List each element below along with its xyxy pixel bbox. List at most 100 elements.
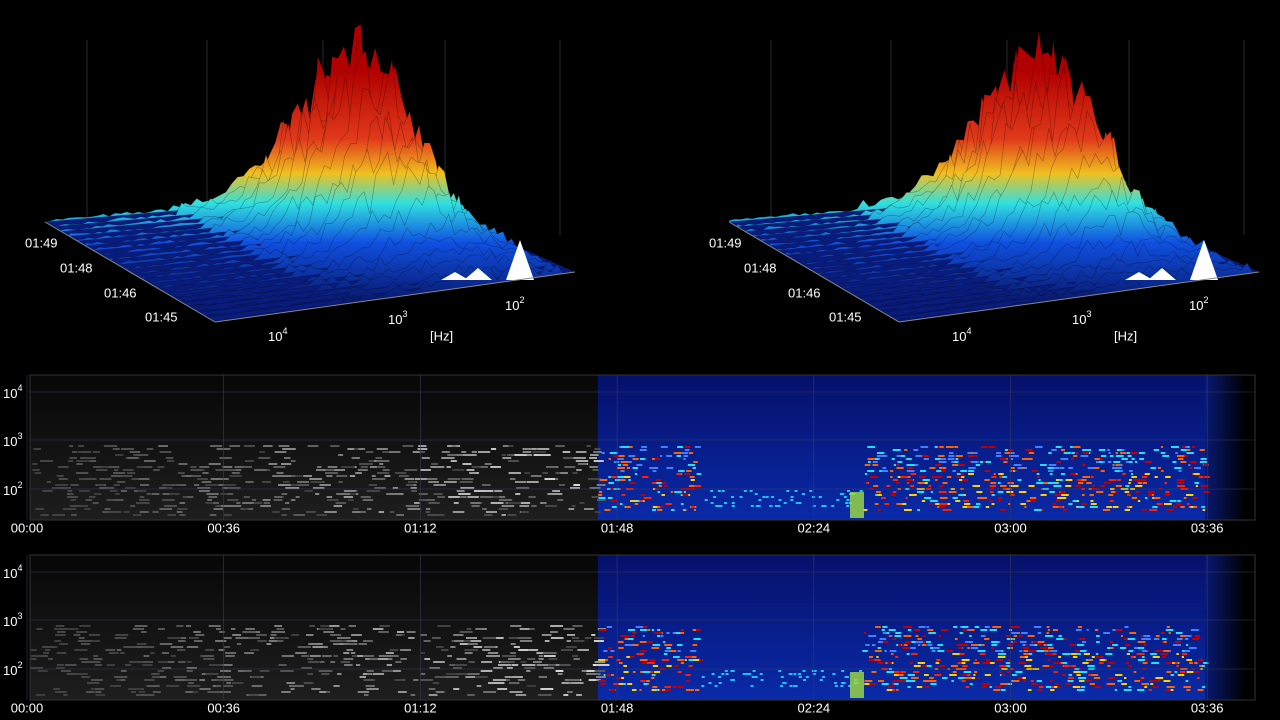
gray-bin xyxy=(123,646,137,648)
gray-bin xyxy=(76,472,89,474)
gray-bin xyxy=(501,505,515,507)
gray-bin xyxy=(330,634,341,636)
color-bin xyxy=(967,470,975,472)
color-bin xyxy=(958,647,963,649)
gray-bin xyxy=(188,682,194,684)
color-bin xyxy=(795,502,799,504)
color-bin xyxy=(676,473,682,475)
color-bin xyxy=(1176,455,1185,457)
color-bin xyxy=(1067,680,1074,682)
color-bin xyxy=(1074,485,1081,487)
color-bin xyxy=(748,673,752,675)
color-bin xyxy=(1048,464,1057,466)
color-bin xyxy=(717,490,721,492)
time-label: 01:49 xyxy=(25,235,58,250)
color-bin xyxy=(1076,689,1085,691)
gray-bin xyxy=(572,625,583,627)
color-bin xyxy=(1193,473,1200,475)
color-bin xyxy=(1154,686,1159,688)
color-bin xyxy=(915,635,919,637)
gray-bin xyxy=(455,673,470,675)
gray-bin xyxy=(400,679,406,681)
peak-base xyxy=(1148,268,1176,280)
gray-bin xyxy=(474,490,487,492)
color-bin xyxy=(608,482,614,484)
color-bin xyxy=(652,686,658,688)
color-bin xyxy=(656,689,659,691)
color-bin xyxy=(1087,467,1095,469)
color-bin xyxy=(1047,647,1054,649)
gray-bin xyxy=(137,454,149,456)
color-bin xyxy=(1072,686,1081,688)
gray-bin xyxy=(79,625,91,627)
gray-bin xyxy=(348,499,354,501)
color-bin xyxy=(870,476,878,478)
color-bin xyxy=(960,473,965,475)
color-bin xyxy=(610,674,615,676)
color-bin xyxy=(924,686,930,688)
gray-bin xyxy=(406,484,414,486)
gray-bin xyxy=(109,490,118,492)
color-bin xyxy=(938,635,942,637)
gray-bin xyxy=(112,448,120,450)
color-bin xyxy=(639,659,648,661)
gray-bin xyxy=(511,664,519,666)
color-bin xyxy=(888,662,892,664)
color-bin xyxy=(1082,449,1087,451)
gray-bin xyxy=(319,691,326,693)
gray-bin xyxy=(436,646,444,648)
color-bin xyxy=(1129,452,1138,454)
gray-bin xyxy=(220,493,228,495)
color-bin xyxy=(690,479,695,481)
color-bin xyxy=(1122,473,1126,475)
color-bin xyxy=(639,689,642,691)
color-bin xyxy=(896,482,900,484)
color-bin xyxy=(965,686,970,688)
blue-tail xyxy=(1205,555,1245,700)
color-bin xyxy=(1096,635,1100,637)
color-bin xyxy=(1186,644,1189,646)
color-bin xyxy=(1189,461,1197,463)
gray-bin xyxy=(143,655,150,657)
gray-bin xyxy=(212,502,220,504)
gray-bin xyxy=(245,508,254,510)
color-bin xyxy=(1198,476,1204,478)
gray-bin xyxy=(482,649,491,651)
color-bin xyxy=(1071,452,1077,454)
time-label: 00:00 xyxy=(11,700,44,715)
gray-bin xyxy=(76,631,87,633)
gray-bin xyxy=(486,655,500,657)
gray-bin xyxy=(428,688,436,690)
gray-bin xyxy=(78,637,85,639)
gray-bin xyxy=(542,472,548,474)
color-bin xyxy=(1024,665,1032,667)
gray-bin xyxy=(347,493,357,495)
color-bin xyxy=(605,674,611,676)
color-bin xyxy=(608,656,613,658)
color-bin xyxy=(923,458,929,460)
color-bin xyxy=(1135,491,1140,493)
color-bin xyxy=(1129,479,1132,481)
color-bin xyxy=(1022,656,1025,658)
gray-bin xyxy=(502,445,509,447)
color-bin xyxy=(1054,662,1061,664)
color-bin xyxy=(1091,674,1099,676)
color-bin xyxy=(1043,644,1047,646)
color-bin xyxy=(731,502,735,504)
color-bin xyxy=(960,470,967,472)
color-bin xyxy=(686,689,694,691)
color-bin xyxy=(790,499,794,501)
gray-bin xyxy=(291,634,300,636)
color-bin xyxy=(1144,686,1148,688)
color-bin xyxy=(758,499,762,501)
gray-bin xyxy=(509,682,520,684)
gray-bin xyxy=(134,625,148,627)
color-bin xyxy=(1099,458,1103,460)
gray-bin xyxy=(140,484,145,486)
color-bin xyxy=(1186,689,1191,691)
color-bin xyxy=(1015,671,1023,673)
color-bin xyxy=(1032,683,1038,685)
color-bin xyxy=(620,470,625,472)
gray-bin xyxy=(498,664,512,666)
color-bin xyxy=(1108,494,1114,496)
